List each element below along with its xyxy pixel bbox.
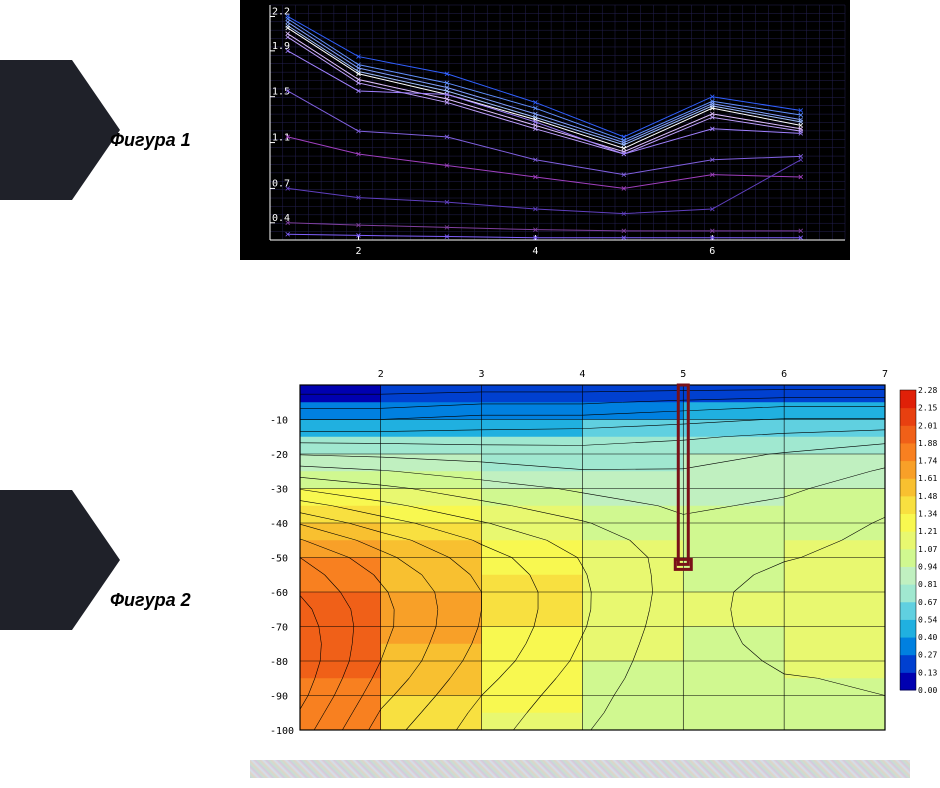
- svg-text:1.74: 1.74: [918, 457, 937, 466]
- figure-1-label: Фигура 1: [110, 130, 191, 151]
- svg-text:4: 4: [532, 246, 538, 257]
- noise-strip: [250, 760, 910, 778]
- svg-text:2.28: 2.28: [918, 386, 937, 395]
- svg-text:3: 3: [479, 369, 485, 380]
- svg-text:-100: -100: [270, 726, 294, 737]
- svg-text:-60: -60: [270, 588, 288, 599]
- svg-text:0.67: 0.67: [918, 598, 937, 607]
- svg-text:1.88: 1.88: [918, 439, 937, 448]
- svg-text:-50: -50: [270, 554, 288, 565]
- svg-text:7: 7: [882, 369, 888, 380]
- svg-text:1.1: 1.1: [272, 133, 290, 144]
- svg-text:-90: -90: [270, 692, 288, 703]
- svg-text:1.34: 1.34: [918, 510, 937, 519]
- svg-text:-30: -30: [270, 485, 288, 496]
- svg-text:-80: -80: [270, 657, 288, 668]
- svg-text:6: 6: [781, 369, 787, 380]
- svg-text:6: 6: [709, 246, 715, 257]
- dark-chevron-1: [0, 60, 120, 200]
- svg-text:2.01: 2.01: [918, 421, 937, 430]
- svg-text:0.81: 0.81: [918, 580, 937, 589]
- svg-text:4: 4: [579, 369, 585, 380]
- svg-text:0.00: 0.00: [918, 686, 937, 695]
- svg-text:2: 2: [355, 246, 361, 257]
- heatmap-svg: 2 3 4 5 6 7 -10 -20 -30 -40 -50 -60 -70 -80 -90 -100 0.0…: [250, 360, 940, 740]
- svg-text:-10: -10: [270, 416, 288, 427]
- svg-text:-40: -40: [270, 519, 288, 530]
- line-chart-svg: 0.40.71.11.51.92.2246: [240, 0, 850, 260]
- svg-text:-70: -70: [270, 623, 288, 634]
- svg-text:1.21: 1.21: [918, 527, 937, 536]
- svg-text:1.5: 1.5: [272, 87, 290, 98]
- svg-text:0.40: 0.40: [918, 633, 937, 642]
- down-arrow-icon: [860, 8, 915, 93]
- figure-2-chart: 2 3 4 5 6 7 -10 -20 -30 -40 -50 -60 -70 -80 -90 -100 0.0…: [250, 360, 940, 740]
- svg-text:1.61: 1.61: [918, 474, 937, 483]
- svg-text:1.48: 1.48: [918, 492, 937, 501]
- svg-text:1.07: 1.07: [918, 545, 937, 554]
- svg-text:0.13: 0.13: [918, 668, 937, 677]
- svg-text:5: 5: [680, 369, 686, 380]
- svg-text:2.15: 2.15: [918, 404, 937, 413]
- svg-text:2: 2: [378, 369, 384, 380]
- figure-1-chart: 0.40.71.11.51.92.2246: [240, 0, 850, 260]
- svg-text:-20: -20: [270, 450, 288, 461]
- dark-chevron-2: [0, 490, 120, 630]
- figure-2-label: Фигура 2: [110, 590, 191, 611]
- svg-text:0.94: 0.94: [918, 562, 937, 571]
- svg-text:0.27: 0.27: [918, 651, 937, 660]
- svg-text:0.54: 0.54: [918, 615, 937, 624]
